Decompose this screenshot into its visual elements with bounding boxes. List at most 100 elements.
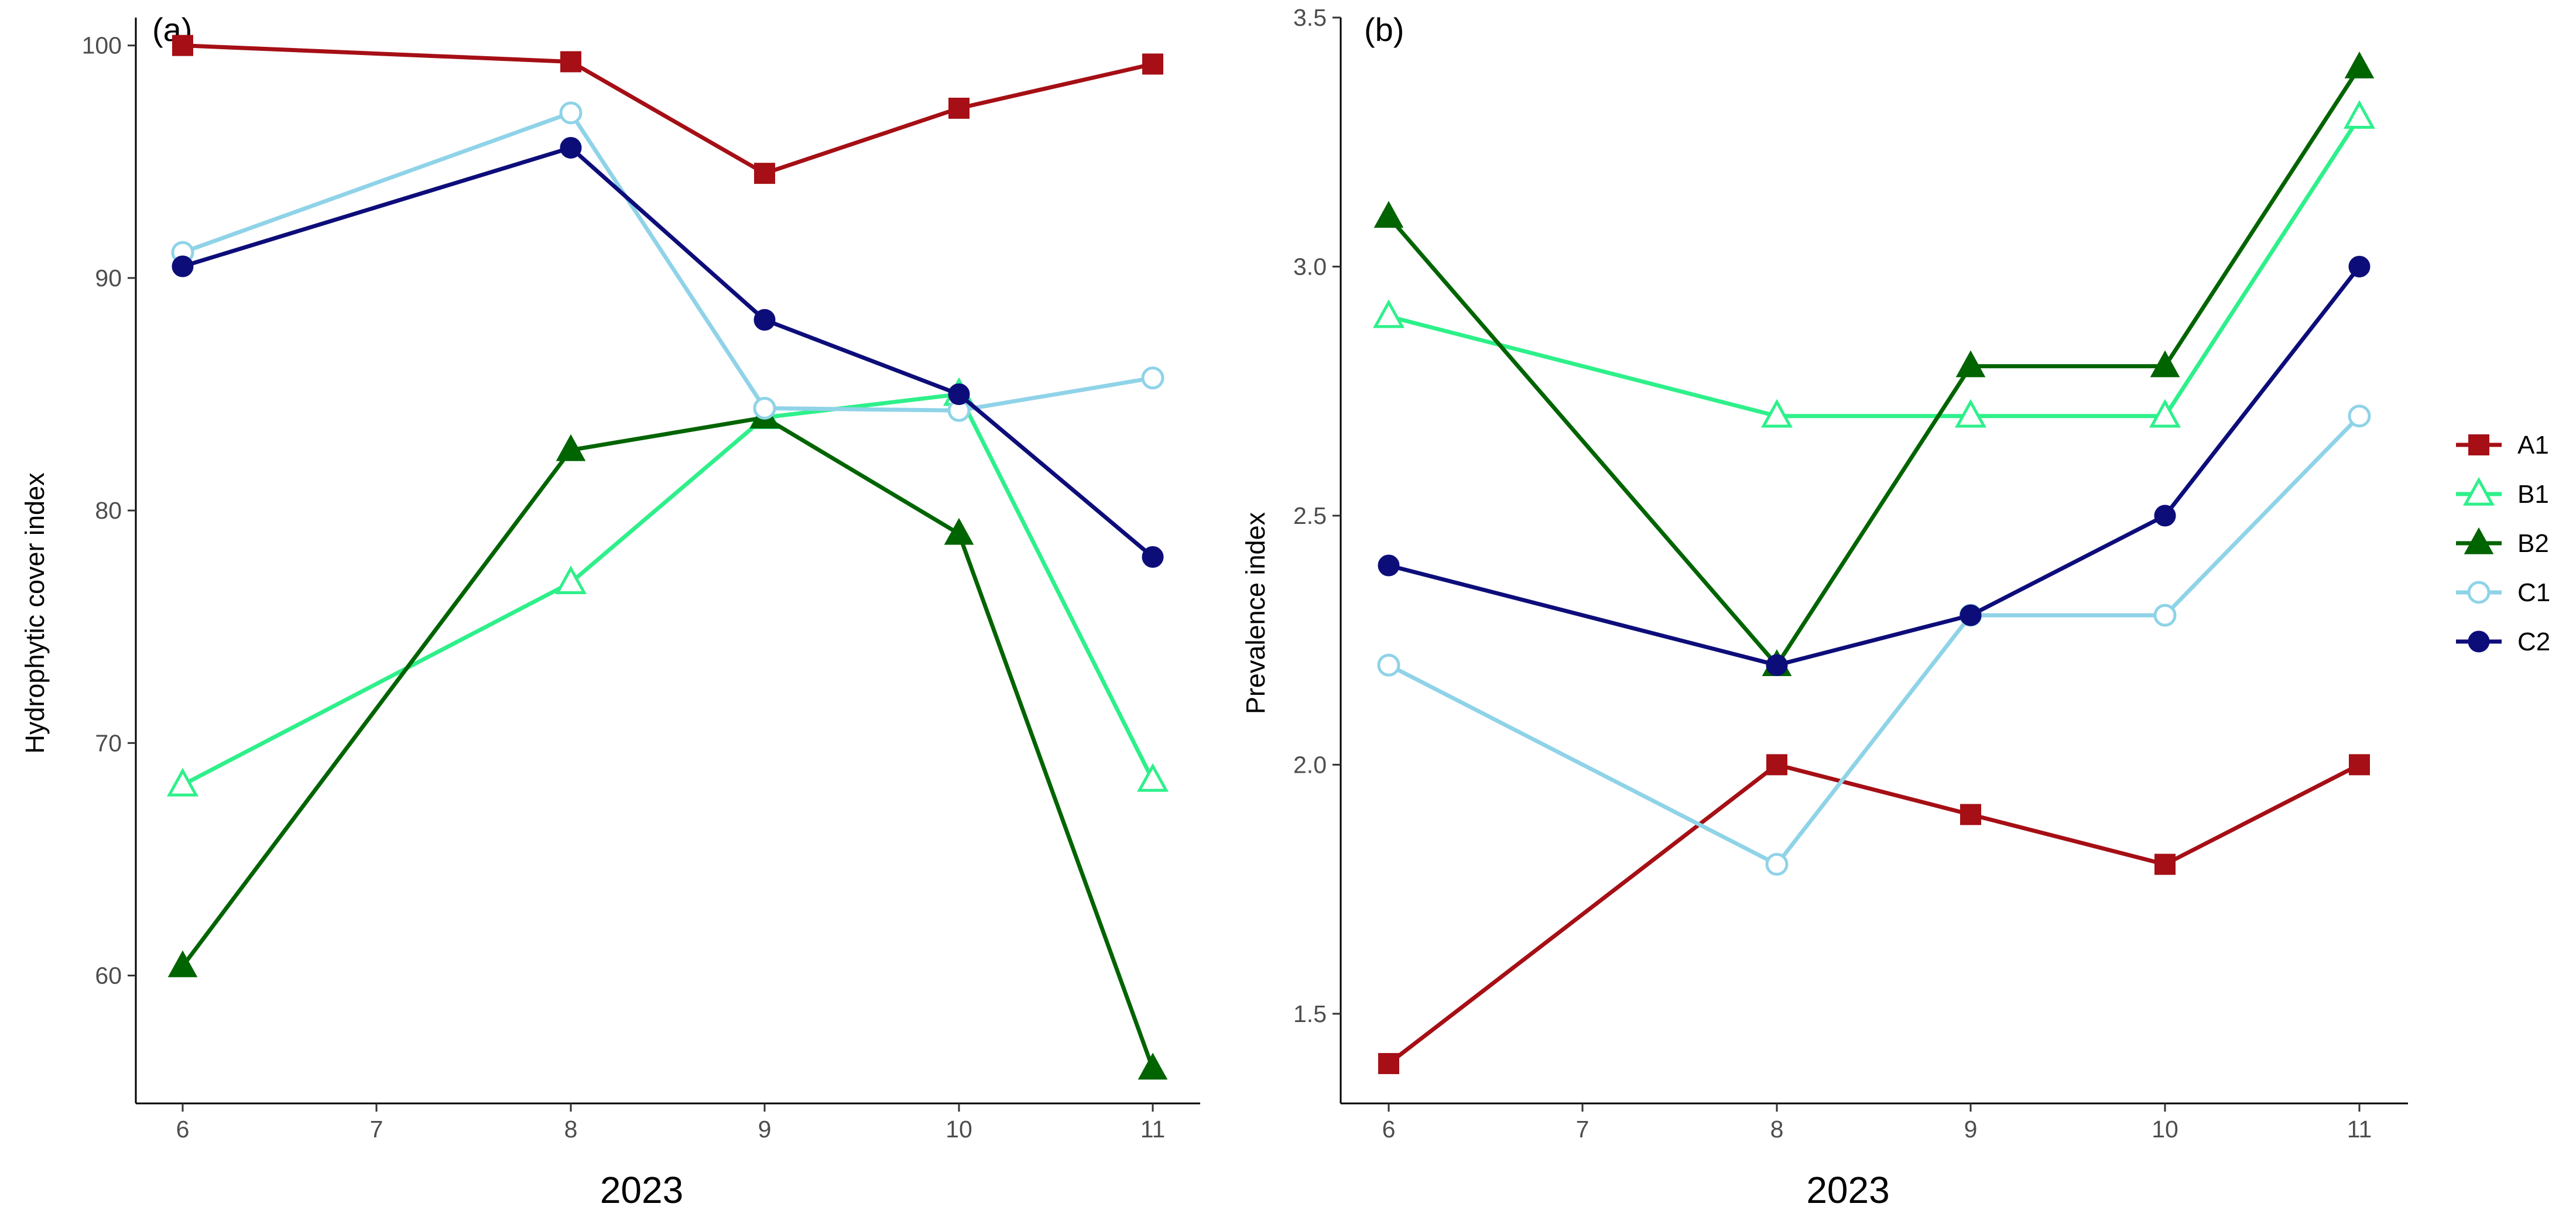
data-point-b1-x11 [2343, 100, 2376, 129]
series-b2 [1373, 51, 2375, 676]
x-tick-label: 11 [2347, 1116, 2372, 1143]
data-point-c2-x8 [1766, 654, 1788, 676]
data-point-a1-x9 [754, 163, 775, 184]
data-point-b2-x10 [2150, 350, 2180, 378]
data-point-c2-x8 [560, 136, 582, 159]
data-point-b1-x6 [1372, 299, 1405, 328]
x-tick-label: 7 [1576, 1116, 1590, 1143]
data-point-b1-x6 [166, 767, 199, 797]
series-line-b2 [181, 415, 1155, 1069]
legend-item-c1: C1 [2456, 578, 2550, 607]
data-point-b1-x10 [2149, 399, 2181, 428]
legend-label: C2 [2517, 628, 2550, 656]
panel-b: 1.5 2.0 2.5 3.0 3.5 6 7 8 9 10 11 2023 Prevalence in… [1241, 4, 2408, 1211]
x-tick-label: 6 [1382, 1116, 1396, 1143]
data-point-c2-x9 [1960, 604, 1982, 626]
panel-a: 60 70 80 90 100 6 7 8 9 10 11 2023 Hydrophytic cover… [20, 11, 1200, 1211]
legend-item-c2: C2 [2456, 628, 2550, 656]
y-tick-label: 70 [95, 729, 122, 756]
data-point-c2-x9 [753, 308, 776, 331]
legend: A1 B1 B2 C1 C2 [2456, 431, 2550, 656]
data-point-a1-x11 [2349, 754, 2370, 776]
series-line-a1 [1387, 762, 2361, 1065]
data-point-b2-x11 [2344, 51, 2375, 78]
legend-item-b2: B2 [2456, 527, 2549, 558]
series-line-b2 [1387, 66, 2361, 667]
data-point-b2-x8 [556, 434, 586, 461]
series-line-a1 [182, 43, 1153, 176]
series-c2 [1378, 255, 2371, 676]
series-line-c1 [181, 111, 1153, 413]
y-tick-label: 3.0 [1293, 253, 1327, 280]
x-tick-label: 9 [758, 1116, 772, 1143]
y-tick-label: 100 [82, 32, 122, 59]
legend-key-marker [2462, 476, 2495, 506]
y-tick-label: 80 [95, 497, 122, 524]
y-tick-label: 90 [95, 265, 122, 292]
series-line-b1 [181, 392, 1155, 787]
y-tick-label: 60 [95, 962, 122, 989]
panel-tag: (b) [1364, 11, 1404, 48]
data-point-c1-x8 [559, 101, 583, 125]
legend-label: C1 [2517, 578, 2550, 607]
x-tick-label: 7 [370, 1116, 383, 1143]
data-point-a1-x11 [1142, 53, 1163, 75]
y-axis-title: Hydrophytic cover index [20, 472, 50, 754]
series-line-c2 [181, 145, 1155, 559]
data-point-c1-x6 [1377, 653, 1400, 677]
data-point-c2-x10 [2154, 505, 2176, 527]
data-point-a1-x8 [1766, 754, 1787, 776]
y-axis-title: Prevalence index [1241, 512, 1270, 714]
data-point-c1-x10 [2153, 604, 2177, 627]
x-tick-label: 11 [1140, 1116, 1166, 1143]
data-point-b1-x8 [554, 565, 587, 595]
legend-label: B1 [2517, 480, 2549, 509]
series-line-b1 [1388, 116, 2361, 419]
data-point-b1-x11 [1136, 763, 1169, 792]
data-point-a1-x6 [172, 35, 193, 56]
legend-key-marker [2467, 581, 2491, 604]
data-point-c1-x11 [1141, 366, 1164, 390]
data-point-a1-x8 [560, 51, 581, 73]
data-point-b2-x6 [167, 950, 198, 978]
data-point-b2-x6 [1373, 201, 1404, 228]
legend-label: A1 [2517, 431, 2549, 460]
data-point-c1-x9 [753, 396, 776, 420]
data-point-b2-x11 [1138, 1052, 1168, 1080]
y-tick-label: 3.5 [1293, 4, 1327, 31]
legend-key-marker [2468, 630, 2490, 653]
legend-item-a1: A1 [2456, 431, 2549, 460]
legend-key-marker [2468, 434, 2489, 455]
series-c2 [172, 136, 1164, 568]
data-point-c2-x11 [2348, 255, 2371, 277]
series-a1 [1378, 754, 2370, 1074]
data-point-c1-x8 [1765, 853, 1789, 876]
data-point-a1-x10 [2154, 853, 2176, 875]
data-point-b2-x10 [944, 517, 974, 545]
data-point-b1-x9 [1954, 399, 1987, 428]
x-tick-label: 10 [946, 1116, 972, 1143]
data-point-a1-x10 [948, 97, 970, 119]
data-point-b2-x9 [1955, 350, 1986, 378]
y-tick-label: 2.5 [1293, 502, 1327, 529]
series-b1 [1372, 100, 2376, 428]
data-point-c2-x6 [1378, 554, 1400, 577]
series-a1 [172, 35, 1163, 184]
x-axis-title: 2023 [1806, 1169, 1889, 1211]
data-point-c1-x11 [2348, 404, 2371, 428]
series-c1 [171, 101, 1164, 422]
x-tick-label: 6 [176, 1116, 190, 1143]
legend-key-marker [2464, 527, 2494, 554]
series-line-c2 [1388, 265, 2361, 667]
legend-label: B2 [2517, 529, 2549, 558]
data-point-c2-x10 [948, 383, 970, 405]
data-point-c2-x11 [1142, 546, 1164, 568]
x-tick-label: 9 [1964, 1116, 1978, 1143]
x-tick-label: 8 [564, 1116, 578, 1143]
x-tick-label: 10 [2152, 1116, 2178, 1143]
legend-item-b1: B1 [2456, 476, 2549, 509]
data-point-a1-x6 [1378, 1052, 1399, 1074]
y-tick-label: 2.0 [1293, 751, 1327, 778]
data-point-c2-x6 [172, 255, 194, 277]
